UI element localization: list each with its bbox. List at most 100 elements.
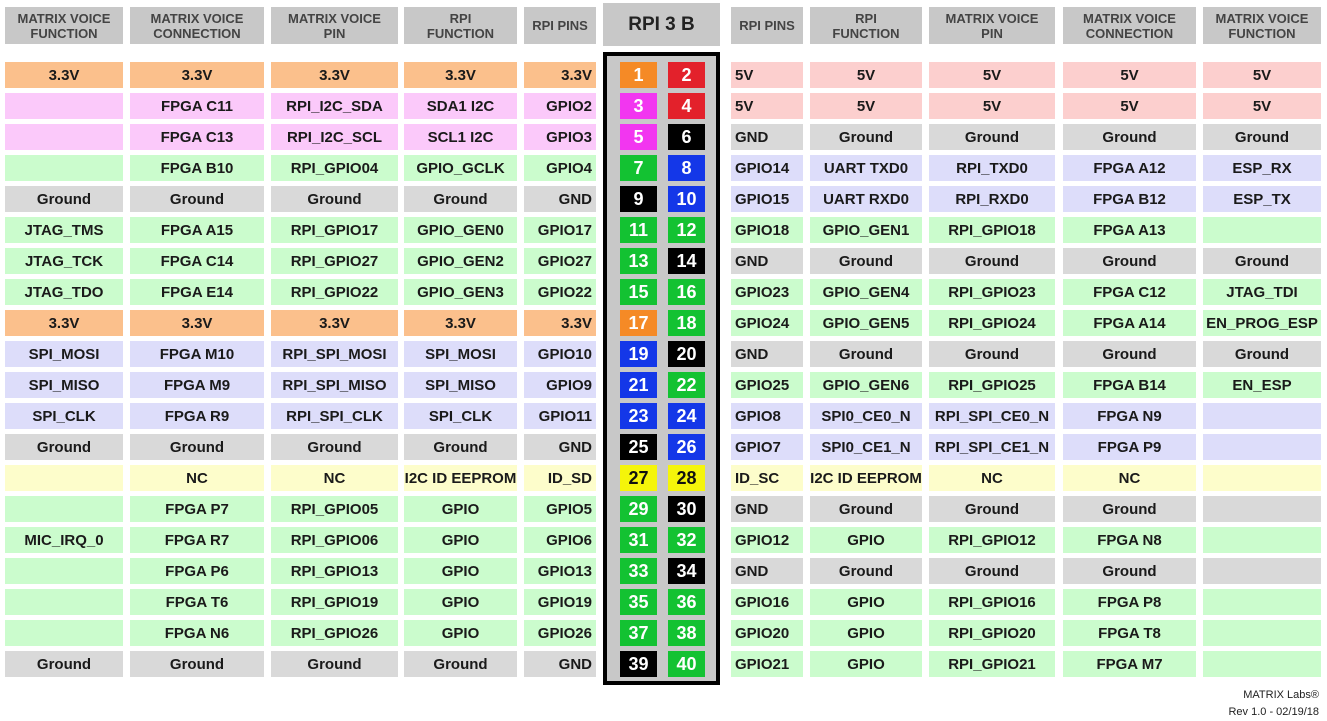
pin-number: 13 — [620, 248, 657, 274]
left-matrix-voice-connection-cell: FPGA R9 — [130, 403, 264, 429]
left-rpi-function-cell: SDA1 I2C — [404, 93, 517, 119]
right-matrix-voice-function-cell — [1203, 403, 1321, 429]
pin-number: 9 — [620, 186, 657, 212]
pin-number: 4 — [668, 93, 705, 119]
left-matrix-voice-function-cell — [5, 589, 123, 615]
right-rpi-pins-cell: GPIO18 — [731, 217, 803, 243]
left-matrix-voice-connection-cell: FPGA R7 — [130, 527, 264, 553]
right-rpi-pins-cell: GPIO16 — [731, 589, 803, 615]
pin-number: 39 — [620, 651, 657, 677]
left-rpi-pins-cell: GPIO26 — [524, 620, 596, 646]
left-matrix-voice-connection-cell: FPGA M9 — [130, 372, 264, 398]
right-matrix-voice-pin-cell: NC — [929, 465, 1055, 491]
pin-number: 19 — [620, 341, 657, 367]
pin-number: 33 — [620, 558, 657, 584]
left-matrix-voice-function-cell — [5, 124, 123, 150]
left-matrix-voice-pin-cell: RPI_GPIO04 — [271, 155, 398, 181]
left-rpi-pins-cell: 3.3V — [524, 62, 596, 88]
right-matrix-voice-pin-cell: Ground — [929, 341, 1055, 367]
pin-number: 1 — [620, 62, 657, 88]
left-rpi-function-cell: GPIO_GEN2 — [404, 248, 517, 274]
right-rpi-pins-cell: GND — [731, 496, 803, 522]
right-rpi-pins-cell: GPIO14 — [731, 155, 803, 181]
left-matrix-voice-connection-cell: FPGA C14 — [130, 248, 264, 274]
right-matrix-voice-connection-cell: FPGA N9 — [1063, 403, 1196, 429]
left-matrix-voice-function-cell: 3.3V — [5, 310, 123, 336]
left-matrix-voice-pin-cell: Ground — [271, 186, 398, 212]
right-matrix-voice-connection-cell: Ground — [1063, 124, 1196, 150]
right-matrix-voice-function-cell: 5V — [1203, 62, 1321, 88]
left-matrix-voice-function-cell: JTAG_TDO — [5, 279, 123, 305]
pin-number: 29 — [620, 496, 657, 522]
right-rpi-function-cell: SPI0_CE0_N — [810, 403, 922, 429]
header-left-rpi-pins: RPI PINS — [524, 7, 596, 44]
left-rpi-function-cell: Ground — [404, 434, 517, 460]
right-matrix-voice-pin-cell: RPI_GPIO16 — [929, 589, 1055, 615]
right-matrix-voice-function-cell: ESP_TX — [1203, 186, 1321, 212]
right-matrix-voice-connection-cell: FPGA T8 — [1063, 620, 1196, 646]
right-matrix-voice-function-cell — [1203, 589, 1321, 615]
left-rpi-pins-cell: GPIO27 — [524, 248, 596, 274]
left-matrix-voice-pin-cell: RPI_GPIO27 — [271, 248, 398, 274]
right-rpi-function-cell: UART TXD0 — [810, 155, 922, 181]
left-matrix-voice-function-cell: MIC_IRQ_0 — [5, 527, 123, 553]
right-matrix-voice-pin-cell: Ground — [929, 558, 1055, 584]
right-rpi-pins-cell: GND — [731, 124, 803, 150]
pin-number: 14 — [668, 248, 705, 274]
right-matrix-voice-function-cell — [1203, 217, 1321, 243]
right-matrix-voice-pin-cell: RPI_RXD0 — [929, 186, 1055, 212]
left-matrix-voice-function-cell — [5, 465, 123, 491]
left-rpi-pins-cell: GPIO13 — [524, 558, 596, 584]
right-rpi-function-cell: Ground — [810, 248, 922, 274]
right-matrix-voice-function-cell: Ground — [1203, 248, 1321, 274]
right-rpi-function-cell: GPIO_GEN6 — [810, 372, 922, 398]
left-matrix-voice-pin-cell: RPI_GPIO13 — [271, 558, 398, 584]
footer-brand: MATRIX Labs® — [1243, 689, 1319, 701]
right-rpi-pins-cell: GPIO7 — [731, 434, 803, 460]
left-rpi-function-cell: 3.3V — [404, 62, 517, 88]
right-matrix-voice-connection-cell: FPGA M7 — [1063, 651, 1196, 677]
pin-number: 31 — [620, 527, 657, 553]
board-title: RPI 3 B — [603, 3, 720, 46]
right-matrix-voice-connection-cell: NC — [1063, 465, 1196, 491]
right-matrix-voice-connection-cell: 5V — [1063, 62, 1196, 88]
left-matrix-voice-function-cell: SPI_CLK — [5, 403, 123, 429]
right-matrix-voice-function-cell: Ground — [1203, 341, 1321, 367]
right-matrix-voice-pin-cell: 5V — [929, 93, 1055, 119]
right-rpi-pins-cell: GPIO8 — [731, 403, 803, 429]
left-rpi-pins-cell: GPIO22 — [524, 279, 596, 305]
left-rpi-pins-cell: GPIO6 — [524, 527, 596, 553]
right-matrix-voice-pin-cell: Ground — [929, 124, 1055, 150]
right-matrix-voice-function-cell — [1203, 620, 1321, 646]
right-rpi-pins-cell: 5V — [731, 93, 803, 119]
left-matrix-voice-pin-cell: RPI_GPIO22 — [271, 279, 398, 305]
left-matrix-voice-pin-cell: RPI_I2C_SCL — [271, 124, 398, 150]
right-rpi-pins-cell: GND — [731, 558, 803, 584]
right-rpi-function-cell: GPIO — [810, 651, 922, 677]
pin-number: 35 — [620, 589, 657, 615]
left-matrix-voice-pin-cell: RPI_I2C_SDA — [271, 93, 398, 119]
right-matrix-voice-connection-cell: FPGA A13 — [1063, 217, 1196, 243]
left-matrix-voice-function-cell — [5, 558, 123, 584]
right-rpi-pins-cell: GND — [731, 341, 803, 367]
pin-number: 6 — [668, 124, 705, 150]
right-matrix-voice-pin-cell: RPI_GPIO23 — [929, 279, 1055, 305]
right-rpi-pins-cell: GPIO20 — [731, 620, 803, 646]
right-matrix-voice-function-cell: Ground — [1203, 124, 1321, 150]
pin-number: 5 — [620, 124, 657, 150]
left-matrix-voice-pin-cell: 3.3V — [271, 310, 398, 336]
right-rpi-function-cell: GPIO — [810, 620, 922, 646]
pin-number: 11 — [620, 217, 657, 243]
right-matrix-voice-connection-cell: FPGA N8 — [1063, 527, 1196, 553]
left-matrix-voice-function-cell: Ground — [5, 186, 123, 212]
right-matrix-voice-pin-cell: RPI_GPIO24 — [929, 310, 1055, 336]
footer-revision: Rev 1.0 - 02/19/18 — [1228, 706, 1319, 718]
pin-number: 21 — [620, 372, 657, 398]
right-matrix-voice-connection-cell: FPGA A12 — [1063, 155, 1196, 181]
right-matrix-voice-pin-cell: RPI_GPIO18 — [929, 217, 1055, 243]
left-matrix-voice-function-cell: Ground — [5, 651, 123, 677]
pin-number: 18 — [668, 310, 705, 336]
left-matrix-voice-function-cell — [5, 620, 123, 646]
right-matrix-voice-pin-cell: RPI_GPIO12 — [929, 527, 1055, 553]
left-matrix-voice-pin-cell: RPI_GPIO05 — [271, 496, 398, 522]
